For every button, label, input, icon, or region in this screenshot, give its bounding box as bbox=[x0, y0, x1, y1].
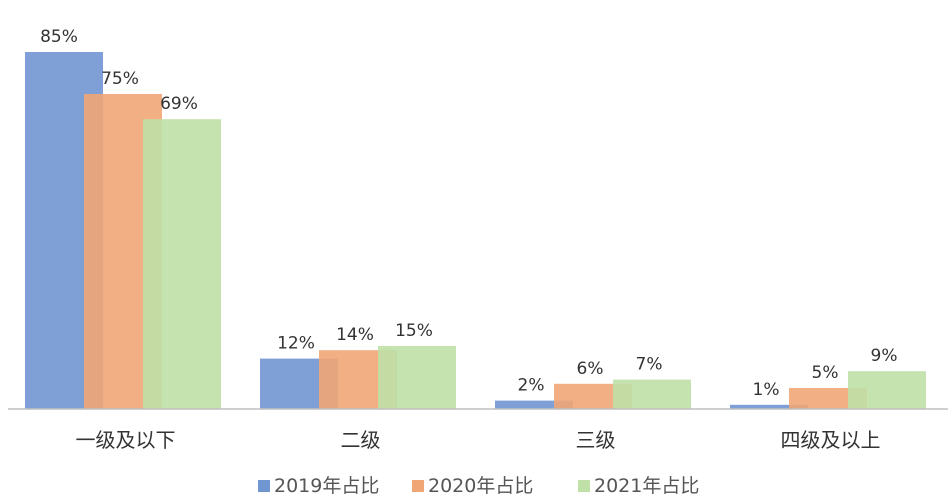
data-label-1-1: 85% bbox=[40, 27, 78, 47]
category-label-3: 三级 bbox=[576, 428, 616, 452]
legend-swatch-2 bbox=[412, 480, 424, 492]
bar-3-1 bbox=[143, 119, 221, 409]
data-label-3-3: 7% bbox=[636, 355, 663, 375]
category-label-4: 四级及以上 bbox=[781, 428, 881, 452]
bar-2-4 bbox=[789, 388, 867, 409]
bars-layer bbox=[25, 52, 926, 409]
bar-3-3 bbox=[613, 379, 691, 409]
legend-label-3: 2021年占比 bbox=[594, 475, 699, 497]
category-labels-layer: 一级及以下 二级 三级 四级及以上 bbox=[76, 428, 881, 452]
data-label-2-4: 5% bbox=[812, 363, 839, 383]
category-label-1: 一级及以下 bbox=[76, 428, 176, 452]
data-label-3-2: 15% bbox=[395, 321, 433, 341]
data-label-1-4: 1% bbox=[753, 380, 780, 400]
legend-label-2: 2020年占比 bbox=[428, 475, 533, 497]
data-label-3-4: 9% bbox=[871, 346, 898, 366]
bar-1-4 bbox=[730, 404, 808, 409]
category-label-2: 二级 bbox=[341, 428, 381, 452]
bar-3-4 bbox=[848, 371, 926, 409]
data-label-2-2: 14% bbox=[336, 325, 374, 345]
data-label-3-1: 69% bbox=[160, 94, 198, 114]
legend-swatch-3 bbox=[578, 480, 590, 492]
legend-swatch-1 bbox=[258, 480, 270, 492]
legend: 2019年占比 2020年占比 2021年占比 bbox=[258, 475, 699, 497]
data-label-2-3: 6% bbox=[577, 359, 604, 379]
legend-label-1: 2019年占比 bbox=[274, 475, 379, 497]
bar-3-2 bbox=[378, 346, 456, 409]
data-label-2-1: 75% bbox=[101, 69, 139, 89]
data-labels-layer: 85% 75% 69% 12% 14% 15% 2% 6% 7% 1% 5% 9% bbox=[40, 27, 897, 400]
data-label-1-3: 2% bbox=[518, 376, 545, 396]
bar-1-3 bbox=[495, 400, 573, 409]
data-label-1-2: 12% bbox=[277, 334, 315, 354]
